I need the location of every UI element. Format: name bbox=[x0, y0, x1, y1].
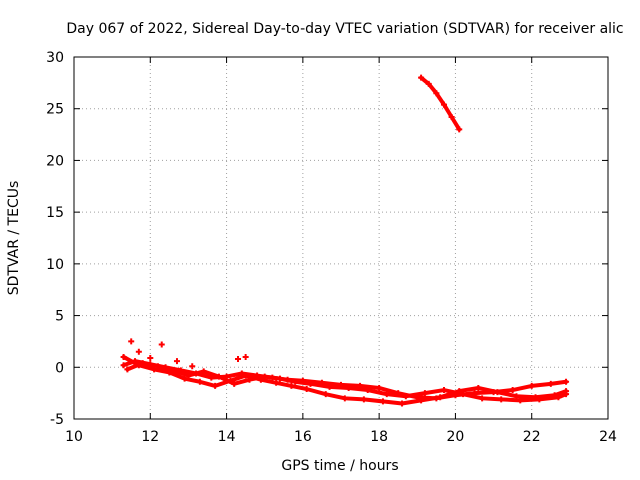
data-point bbox=[326, 383, 333, 390]
data-point bbox=[242, 372, 249, 379]
data-point bbox=[528, 382, 535, 389]
data-point bbox=[273, 379, 280, 386]
data-point bbox=[421, 390, 428, 397]
data-point bbox=[425, 80, 432, 87]
chart-title: Day 067 of 2022, Sidereal Day-to-day VTE… bbox=[66, 21, 623, 37]
y-axis: -5 0 5 10 15 20 25 30 bbox=[46, 50, 608, 428]
data-point bbox=[154, 363, 161, 370]
data-point bbox=[215, 373, 222, 380]
data-point bbox=[536, 396, 543, 403]
data-point bbox=[124, 366, 131, 373]
data-point bbox=[418, 74, 425, 81]
data-point bbox=[456, 126, 463, 133]
y-tick-label: 20 bbox=[46, 153, 64, 169]
data-point bbox=[120, 362, 127, 369]
plot-frame bbox=[73, 56, 609, 420]
x-tick-label: 10 bbox=[65, 429, 83, 445]
y-tick-label: 10 bbox=[46, 257, 64, 273]
data-point bbox=[235, 356, 242, 363]
data-point bbox=[135, 348, 142, 355]
y-tick-label: 5 bbox=[55, 309, 64, 325]
data-point bbox=[120, 353, 127, 360]
x-tick-label: 14 bbox=[218, 429, 236, 445]
data-point bbox=[292, 378, 299, 385]
x-tick-label: 20 bbox=[447, 429, 465, 445]
x-tick-label: 24 bbox=[599, 429, 617, 445]
data-point bbox=[276, 375, 283, 382]
series-line bbox=[419, 75, 462, 132]
data-point bbox=[231, 380, 238, 387]
x-axis: 10 12 14 16 18 20 22 24 bbox=[65, 57, 617, 445]
y-tick-label: 25 bbox=[46, 102, 64, 118]
data-point bbox=[288, 382, 295, 389]
data-point bbox=[147, 354, 154, 361]
data-point bbox=[158, 341, 165, 348]
series-spikes bbox=[128, 338, 249, 370]
data-point bbox=[200, 368, 207, 375]
data-point bbox=[475, 384, 482, 391]
series-track-c bbox=[124, 360, 570, 404]
data-point bbox=[448, 113, 455, 120]
data-point bbox=[509, 387, 516, 394]
x-tick-label: 16 bbox=[294, 429, 312, 445]
data-point bbox=[440, 101, 447, 108]
data-point bbox=[563, 391, 570, 398]
data-point bbox=[479, 395, 486, 402]
data-point bbox=[139, 360, 146, 367]
data-point bbox=[547, 380, 554, 387]
series-track-d bbox=[418, 74, 463, 133]
data-point bbox=[440, 387, 447, 394]
series-layer bbox=[120, 74, 570, 407]
data-point bbox=[383, 391, 390, 398]
data-point bbox=[437, 394, 444, 401]
data-point bbox=[170, 367, 177, 374]
data-point bbox=[246, 376, 253, 383]
x-tick-label: 18 bbox=[370, 429, 388, 445]
series-track-b bbox=[120, 353, 570, 407]
data-point bbox=[196, 378, 203, 385]
y-tick-label: 30 bbox=[46, 50, 64, 66]
data-point bbox=[433, 90, 440, 97]
data-point bbox=[185, 372, 192, 379]
x-tick-label: 12 bbox=[141, 429, 159, 445]
data-point bbox=[498, 396, 505, 403]
data-point bbox=[128, 338, 135, 345]
data-point bbox=[173, 358, 180, 365]
data-point bbox=[364, 387, 371, 394]
data-point bbox=[402, 393, 409, 400]
data-point bbox=[307, 380, 314, 387]
data-point bbox=[376, 384, 383, 391]
y-tick-label: 15 bbox=[46, 205, 64, 221]
data-point bbox=[181, 375, 188, 382]
data-point bbox=[261, 373, 268, 380]
data-point bbox=[345, 384, 352, 391]
data-point bbox=[379, 398, 386, 405]
y-tick-label: -5 bbox=[50, 412, 64, 428]
data-point bbox=[341, 395, 348, 402]
data-point bbox=[563, 378, 570, 385]
data-point bbox=[460, 391, 467, 398]
data-point bbox=[399, 400, 406, 407]
data-point bbox=[212, 382, 219, 389]
data-point bbox=[322, 391, 329, 398]
y-tick-label: 0 bbox=[55, 360, 64, 376]
data-point bbox=[189, 363, 196, 370]
data-point bbox=[494, 389, 501, 396]
data-point bbox=[360, 396, 367, 403]
x-tick-label: 22 bbox=[523, 429, 541, 445]
y-axis-label: SDTVAR / TECUs bbox=[6, 181, 22, 296]
data-point bbox=[555, 394, 562, 401]
data-point bbox=[303, 386, 310, 393]
data-point bbox=[242, 353, 249, 360]
data-point bbox=[517, 397, 524, 404]
data-point bbox=[418, 397, 425, 404]
x-axis-label: GPS time / hours bbox=[281, 458, 398, 474]
